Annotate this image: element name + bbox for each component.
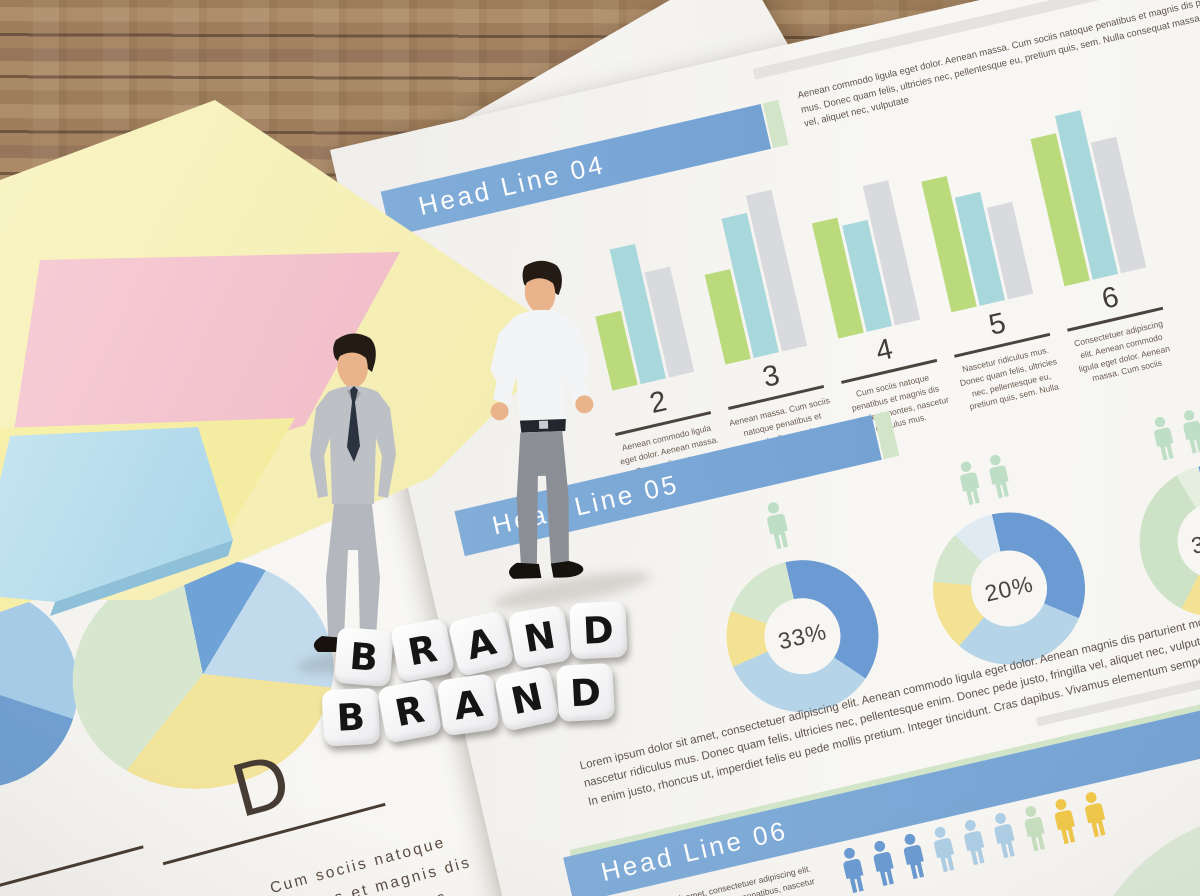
tie bbox=[347, 386, 360, 462]
letter-die: R bbox=[376, 678, 443, 744]
figurine-suit-man bbox=[310, 333, 396, 652]
person-icon bbox=[990, 811, 1018, 859]
person-icon bbox=[956, 460, 983, 506]
trousers bbox=[326, 504, 380, 638]
slacks bbox=[516, 431, 569, 565]
fist bbox=[490, 402, 509, 421]
letter-die: D bbox=[556, 662, 615, 722]
person-icon bbox=[839, 846, 867, 894]
letter-die: N bbox=[507, 604, 572, 670]
person-icon bbox=[1150, 415, 1177, 462]
belt-buckle bbox=[538, 420, 549, 429]
letter-die: N bbox=[493, 665, 561, 732]
person-icon bbox=[1081, 790, 1109, 838]
figurine-shirt-man bbox=[490, 260, 594, 579]
donut-label: 30% bbox=[1188, 522, 1200, 559]
person-icon bbox=[985, 453, 1012, 500]
letter-die: B bbox=[321, 687, 381, 747]
face bbox=[337, 352, 368, 389]
person-icon bbox=[900, 832, 928, 880]
face bbox=[524, 278, 556, 315]
letter-die: R bbox=[389, 617, 456, 683]
white-shirt bbox=[490, 309, 591, 429]
person-icon bbox=[930, 825, 958, 873]
letter-die: D bbox=[569, 600, 628, 660]
person-icon bbox=[1051, 797, 1079, 845]
person-icon bbox=[960, 818, 988, 866]
person-icon bbox=[870, 839, 898, 887]
donut-chart-30: 30% bbox=[1124, 449, 1200, 632]
person-icon bbox=[762, 500, 791, 551]
people-pictograms bbox=[1078, 369, 1200, 479]
letter-die: B bbox=[333, 626, 394, 687]
section04-title: Head Line 04 bbox=[415, 148, 609, 221]
letter-die: A bbox=[447, 609, 515, 678]
letter-die: A bbox=[436, 673, 500, 737]
shoe bbox=[550, 560, 584, 578]
shoe bbox=[509, 562, 542, 579]
fist bbox=[575, 395, 594, 414]
person-icon bbox=[1021, 804, 1049, 852]
